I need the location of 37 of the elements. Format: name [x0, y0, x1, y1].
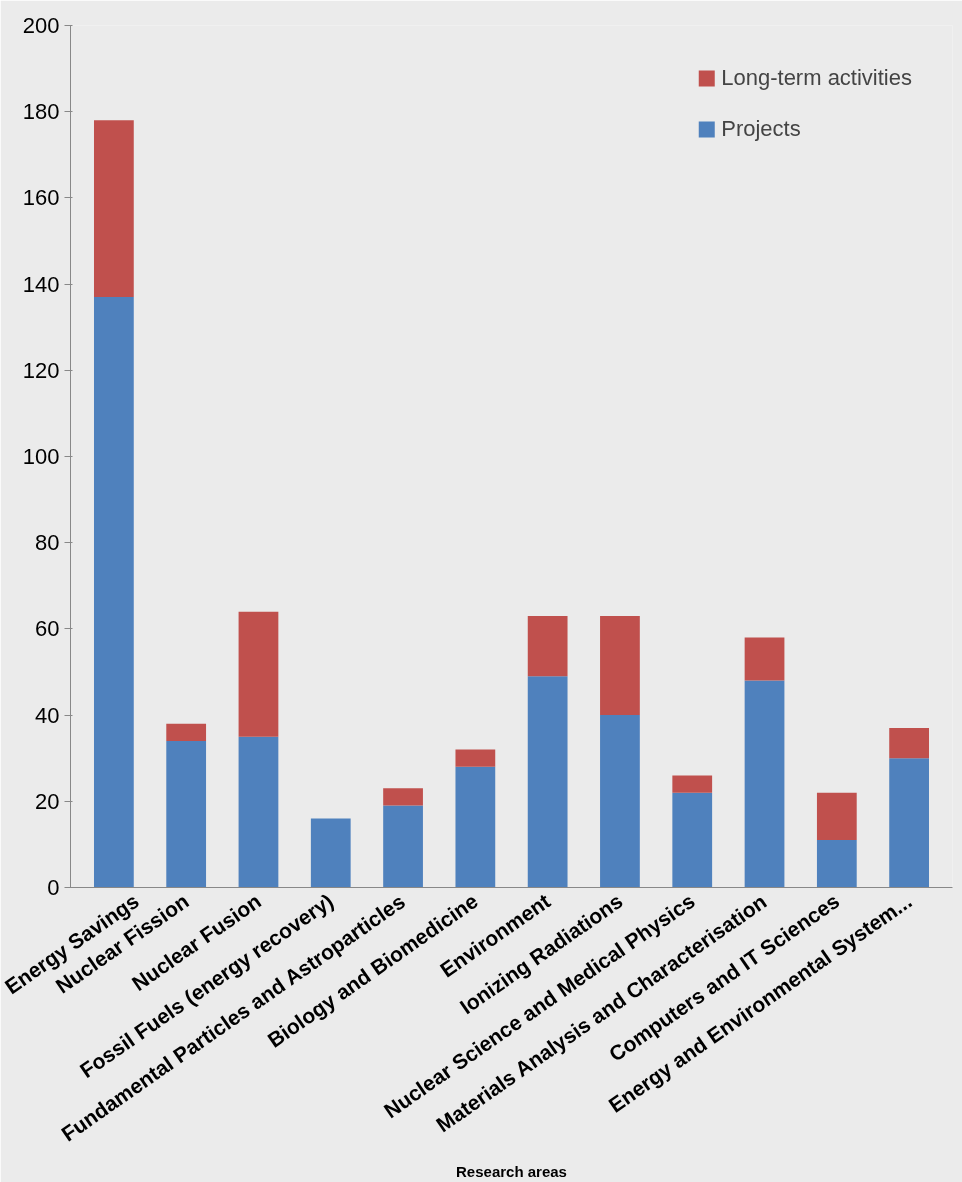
bar [527, 615, 568, 677]
bar [744, 637, 785, 681]
y-tick-label: 160 [22, 185, 60, 211]
bar [455, 749, 496, 767]
bar [238, 611, 279, 737]
bar [383, 805, 423, 888]
bar [527, 676, 568, 888]
bar [238, 736, 279, 888]
y-tick-label: 40 [35, 702, 60, 728]
legend-label: Long-term activities [721, 65, 912, 91]
bar [600, 715, 640, 888]
bar [383, 788, 423, 806]
y-tick-label: 20 [35, 788, 60, 814]
y-tick-label: 200 [22, 13, 60, 38]
bar [816, 792, 857, 841]
bar [166, 723, 207, 741]
y-tick-label: 80 [35, 530, 60, 556]
y-tick-label: 120 [22, 357, 60, 383]
bar [94, 120, 134, 298]
bar [744, 680, 785, 888]
bar [889, 758, 929, 888]
bar [94, 297, 134, 888]
bar [455, 766, 496, 888]
y-tick-label: 140 [22, 271, 60, 297]
y-tick-label: 60 [35, 616, 60, 642]
bar [672, 775, 713, 793]
bar [600, 615, 640, 716]
bar [889, 728, 929, 759]
bar [166, 740, 207, 888]
y-tick-label: 0 [47, 875, 60, 900]
legend-label: Projects [721, 116, 801, 142]
x-axis-title: Research areas [456, 1162, 567, 1180]
bar [816, 840, 857, 888]
bar [672, 792, 713, 888]
y-tick-label: 180 [22, 99, 60, 125]
y-tick-label: 100 [22, 444, 60, 469]
bar [310, 818, 351, 888]
